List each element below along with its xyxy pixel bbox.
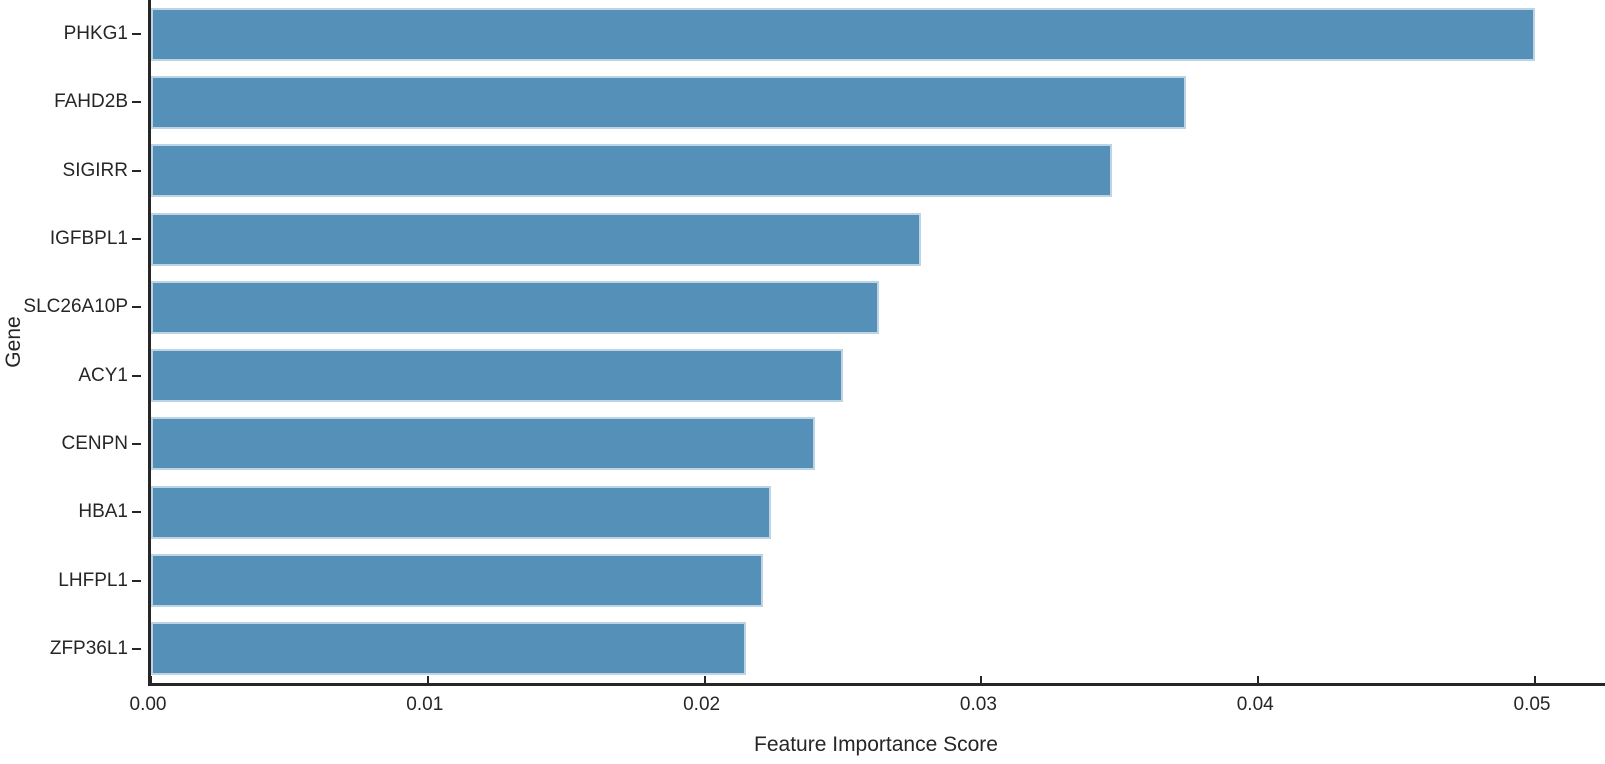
x-tick-mark: [150, 676, 152, 683]
y-tick-label: HBA1: [78, 501, 128, 523]
y-tick-mark: [132, 306, 141, 309]
x-tick-label: 0.04: [1236, 694, 1274, 715]
x-tick-label: 0.01: [406, 694, 444, 715]
x-tick-mark: [1257, 676, 1260, 683]
y-tick-label: ACY1: [78, 364, 128, 386]
x-axis-title: Feature Importance Score: [754, 733, 998, 756]
y-tick-label: CENPN: [61, 432, 128, 454]
y-tick-mark: [132, 511, 141, 514]
bar-hba1: [151, 485, 772, 539]
y-tick-mark: [132, 101, 141, 104]
bar-zfp36l1: [151, 622, 747, 676]
x-tick-mark: [426, 676, 429, 683]
y-tick-mark: [132, 579, 141, 582]
y-axis-title: Gene: [2, 315, 25, 368]
bar-sigirr: [151, 144, 1112, 198]
bar-lhfpl1: [151, 554, 763, 608]
x-tick-label: 0.02: [683, 694, 721, 715]
y-tick-mark: [132, 442, 141, 445]
y-tick-label: LHFPL1: [58, 569, 128, 591]
y-tick-label: PHKG1: [63, 23, 128, 45]
x-tick-label: 0.03: [959, 694, 997, 715]
x-tick-mark: [703, 676, 706, 683]
y-tick-label: FAHD2B: [54, 91, 128, 113]
x-tick-label: 0.00: [129, 694, 167, 715]
bar-acy1: [151, 349, 843, 403]
y-tick-mark: [132, 169, 141, 172]
plot-area: [148, 0, 1605, 686]
x-tick-mark: [1534, 676, 1537, 683]
x-tick-mark: [980, 676, 983, 683]
bar-fahd2b: [151, 75, 1187, 129]
bar-igfbpl1: [151, 212, 921, 266]
y-tick-mark: [132, 647, 141, 650]
y-tick-label: SIGIRR: [62, 159, 128, 181]
bar-slc26a10p: [151, 280, 879, 334]
y-tick-label: ZFP36L1: [49, 637, 128, 659]
y-tick-mark: [132, 374, 141, 377]
y-tick-mark: [132, 238, 141, 241]
y-tick-label: IGFBPL1: [49, 228, 128, 250]
bar-phkg1: [151, 7, 1536, 61]
bar-cenpn: [151, 417, 816, 471]
x-tick-label: 0.05: [1513, 694, 1551, 715]
y-tick-label: SLC26A10P: [23, 296, 128, 318]
y-tick-mark: [132, 33, 141, 36]
